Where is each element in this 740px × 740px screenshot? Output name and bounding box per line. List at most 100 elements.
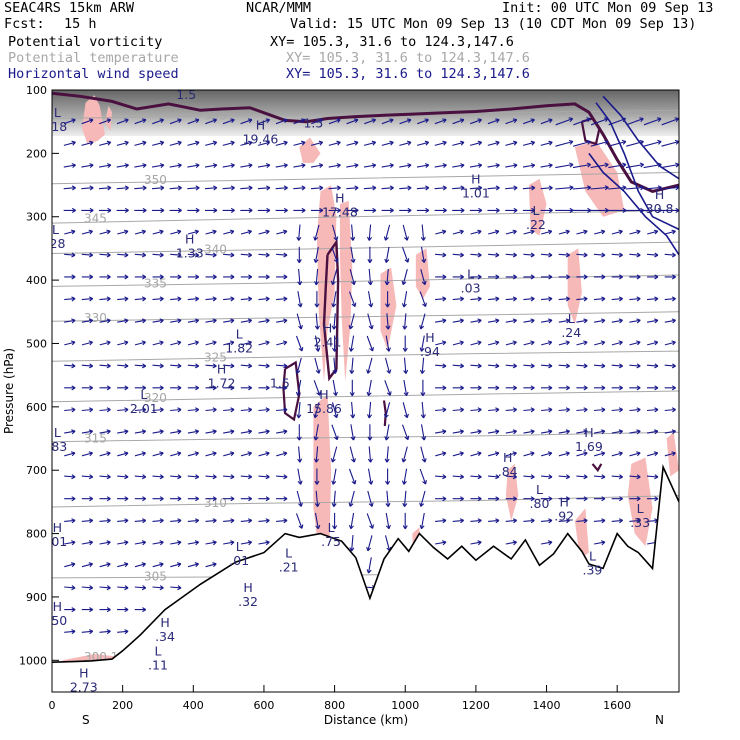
wind-vector: [505, 163, 518, 169]
wind-vector: [402, 490, 408, 508]
wind-vector: [205, 340, 217, 346]
wind-vector: [384, 357, 392, 374]
wind-vector: [402, 335, 408, 352]
pv-extremum-marker: H: [53, 599, 62, 614]
wind-vector: [558, 229, 570, 235]
wind-vector: [366, 379, 372, 397]
wind-vector: [170, 229, 182, 235]
wind-vector: [81, 207, 94, 213]
wind-vector: [99, 474, 111, 480]
wind-vector: [664, 340, 676, 346]
wind-vector: [152, 451, 164, 457]
wind-vector: [593, 407, 606, 413]
wind-vector: [401, 291, 408, 308]
wind-vector: [608, 162, 627, 169]
wind-speed-contour: [602, 95, 679, 180]
wind-vector: [240, 140, 253, 146]
wind-vector: [293, 140, 306, 146]
wind-vector: [366, 535, 373, 552]
wind-vector: [81, 451, 94, 457]
wind-vector: [505, 518, 518, 524]
wind-vector: [313, 224, 320, 241]
wind-vector: [258, 540, 270, 546]
wind-vector: [81, 140, 94, 146]
pv-extremum-marker: H: [471, 171, 480, 186]
wind-vector: [117, 229, 129, 235]
wind-vector: [205, 451, 217, 457]
wind-vector: [363, 140, 377, 146]
wind-vector: [576, 451, 588, 457]
wind-vector: [470, 318, 482, 324]
wind-vector: [332, 512, 338, 530]
wind-vector: [258, 429, 270, 435]
pv-extremum-value: 2.73: [70, 680, 98, 695]
pv-extremum-value: .50: [47, 613, 67, 628]
wind-vector: [435, 429, 447, 435]
wind-vector: [204, 185, 218, 191]
pv-extremum-marker: L: [236, 539, 243, 554]
wind-vector: [505, 296, 518, 302]
wind-vector: [505, 274, 517, 280]
stratosphere-shading: [52, 90, 679, 136]
wind-vector: [116, 118, 129, 125]
wind-vector: [399, 207, 412, 213]
wind-vector: [647, 496, 659, 502]
wind-vector: [488, 407, 500, 413]
wind-vector: [134, 451, 146, 457]
wind-vector: [505, 385, 517, 391]
wind-vector: [593, 363, 606, 369]
wind-vector: [488, 340, 500, 346]
wind-vector: [401, 468, 408, 485]
wind-vector: [276, 385, 288, 391]
wind-vector: [523, 318, 535, 324]
wind-vector: [367, 401, 373, 419]
pv-extremum-value: 2.01: [130, 401, 158, 416]
wind-vector: [99, 274, 111, 280]
wind-vector: [363, 185, 377, 191]
wind-vector: [81, 407, 94, 413]
wind-vector: [99, 607, 111, 613]
wind-vector: [647, 340, 659, 346]
wind-vector: [187, 185, 200, 191]
wind-vector: [240, 540, 253, 546]
wind-vector: [367, 246, 373, 264]
wind-vector: [81, 185, 94, 191]
wind-vector: [646, 407, 659, 413]
wind-vector: [470, 118, 482, 125]
wind-vector: [205, 140, 218, 146]
wind-vector: [576, 229, 588, 235]
wind-vector: [314, 313, 320, 330]
wind-vector: [664, 318, 676, 324]
theta-contour: [52, 209, 679, 224]
pv-extremum-value: .28: [46, 236, 66, 251]
wind-vector: [295, 379, 302, 397]
pv-extremum-marker: L: [536, 482, 543, 497]
wind-vector: [81, 562, 94, 568]
wind-vector: [541, 385, 553, 391]
wind-vector: [169, 140, 182, 146]
wind-vector: [558, 296, 571, 302]
wind-vector: [435, 340, 447, 346]
wind-vector: [381, 140, 394, 146]
pv-extremum-value: 1.33: [176, 246, 204, 261]
wind-vector: [81, 385, 94, 391]
wind-vector: [576, 318, 588, 324]
wind-vector: [366, 357, 373, 374]
wind-vector: [576, 274, 588, 280]
wind-vector: [647, 318, 659, 324]
wind-vector: [170, 340, 182, 346]
wind-vector: [594, 385, 606, 391]
wind-vector: [63, 140, 76, 146]
wind-vector: [276, 363, 288, 369]
wind-vector: [349, 535, 355, 552]
wind-vector: [523, 252, 535, 258]
wind-vector: [223, 229, 235, 235]
wind-vector: [558, 474, 571, 480]
wind-vector: [331, 402, 339, 419]
wind-vector: [452, 474, 465, 480]
theta-contour: [52, 390, 679, 403]
wind-vector: [346, 140, 359, 146]
wind-vector: [419, 512, 425, 530]
wind-vector: [523, 451, 535, 457]
